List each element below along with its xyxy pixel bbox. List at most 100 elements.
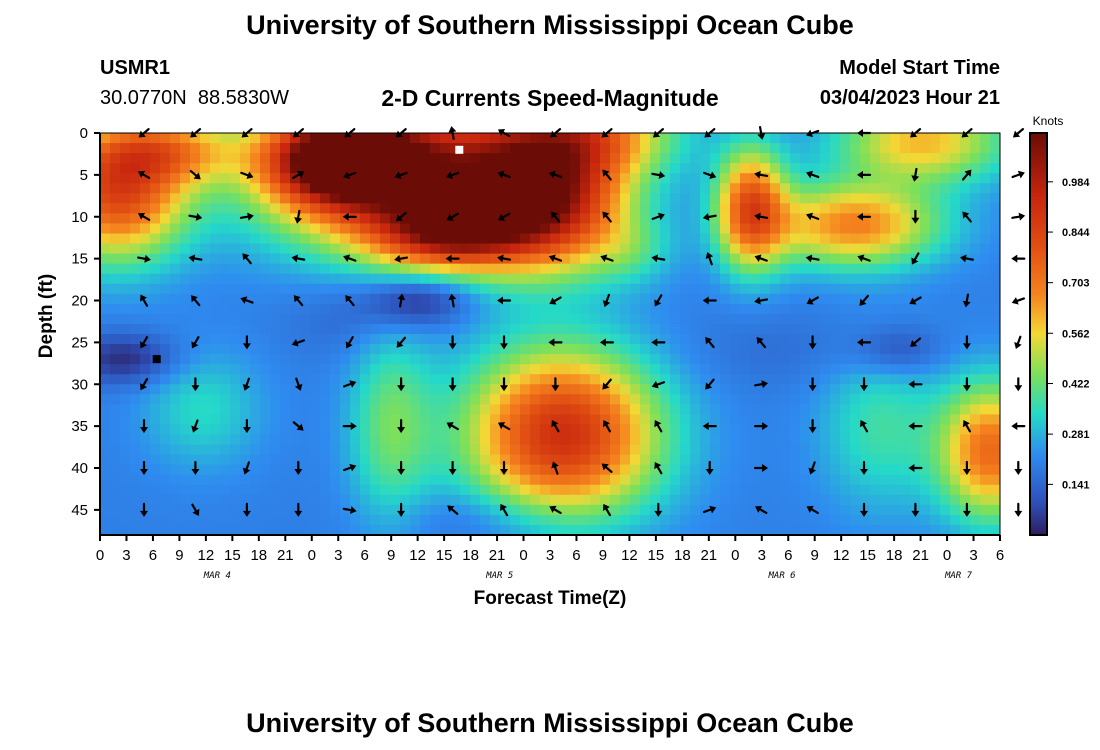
heatmap-cell: [540, 474, 551, 486]
current-arrow: [806, 212, 820, 221]
heatmap-cell: [330, 313, 341, 325]
current-arrow: [805, 254, 820, 263]
heatmap-cell: [950, 283, 961, 295]
heatmap-cell: [720, 474, 731, 486]
heatmap-cell: [610, 334, 621, 345]
heatmap-cell: [620, 364, 631, 375]
heatmap-cell: [350, 464, 361, 476]
heatmap-cell: [510, 253, 521, 265]
heatmap-cell: [270, 243, 281, 255]
heatmap-cell: [130, 293, 141, 305]
current-arrow: [702, 505, 717, 514]
heatmap-cell: [110, 293, 121, 305]
heatmap-cell: [970, 514, 981, 526]
heatmap-cell: [450, 273, 461, 285]
heatmap-cell: [670, 243, 681, 255]
heatmap-cell: [560, 253, 571, 265]
heatmap-cell: [940, 203, 951, 214]
heatmap-cell: [280, 424, 291, 436]
heatmap-cell: [280, 303, 291, 315]
heatmap-cell: [550, 524, 561, 535]
heatmap-cell: [590, 344, 601, 355]
heatmap-cell: [650, 233, 661, 245]
heatmap-cell: [630, 303, 641, 315]
heatmap-cell: [170, 474, 181, 486]
heatmap-cell: [890, 253, 901, 265]
heatmap-cell: [930, 223, 941, 235]
heatmap-cell: [500, 263, 511, 275]
heatmap-cell: [600, 143, 611, 154]
heatmap-cell: [500, 514, 511, 526]
heatmap-cell: [330, 133, 341, 144]
heatmap-cell: [890, 474, 901, 486]
heatmap-cell: [200, 364, 211, 375]
heatmap-cell: [990, 133, 1000, 144]
heatmap-cell: [950, 354, 961, 365]
heatmap-cell: [550, 143, 561, 154]
heatmap-cell: [210, 444, 221, 456]
heatmap-cell: [800, 504, 811, 516]
heatmap-cell: [860, 323, 871, 335]
heatmap-cell: [260, 173, 271, 184]
heatmap-cell: [210, 504, 221, 516]
heatmap-cell: [580, 404, 591, 415]
heatmap-cell: [970, 364, 981, 375]
heatmap-cell: [900, 263, 911, 275]
heatmap-cell: [620, 394, 631, 405]
heatmap-cell: [150, 223, 161, 235]
x-tick-label: 6: [149, 547, 157, 564]
heatmap-cell: [990, 354, 1000, 365]
heatmap-cell: [540, 354, 551, 365]
heatmap-cell: [340, 163, 351, 174]
current-arrow: [1011, 212, 1026, 221]
heatmap-cell: [450, 323, 461, 335]
heatmap-cell: [330, 484, 341, 496]
heatmap-cell: [250, 273, 261, 285]
heatmap-cell: [380, 253, 391, 265]
heatmap-cell: [360, 514, 371, 526]
heatmap-cell: [580, 133, 591, 144]
heatmap-cell: [430, 253, 441, 265]
heatmap-cell: [230, 454, 241, 466]
heatmap-cell: [830, 504, 841, 516]
heatmap-cell: [830, 514, 841, 526]
heatmap-cell: [350, 293, 361, 305]
heatmap-cell: [570, 223, 581, 235]
heatmap-cell: [560, 384, 571, 395]
heatmap-cell: [880, 514, 891, 526]
heatmap-cell: [860, 354, 871, 365]
heatmap-cell: [200, 253, 211, 265]
heatmap-cell: [260, 193, 271, 204]
heatmap-cell: [250, 313, 261, 325]
heatmap-cell: [200, 374, 211, 385]
heatmap-cell: [410, 484, 421, 496]
heatmap-cell: [280, 354, 291, 365]
heatmap-cell: [650, 484, 661, 496]
heatmap-cell: [110, 484, 121, 496]
heatmap-cell: [340, 374, 351, 385]
heatmap-cell: [170, 514, 181, 526]
heatmap-cell: [250, 404, 261, 415]
heatmap-cell: [530, 253, 541, 265]
heatmap-cell: [740, 163, 751, 174]
heatmap-cell: [460, 133, 471, 144]
heatmap-cell: [490, 293, 501, 305]
heatmap-cell: [510, 273, 521, 285]
heatmap-cell: [930, 334, 941, 345]
heatmap-cell: [990, 183, 1000, 194]
heatmap-cell: [850, 384, 861, 395]
heatmap-cell: [220, 173, 231, 184]
heatmap-cell: [600, 323, 611, 335]
heatmap-cell: [170, 293, 181, 305]
heatmap-cell: [350, 494, 361, 506]
heatmap-cell: [510, 334, 521, 345]
current-arrow: [136, 254, 151, 263]
heatmap-cell: [960, 193, 971, 204]
heatmap-cell: [970, 313, 981, 325]
heatmap-cell: [690, 133, 701, 144]
heatmap-cell: [540, 514, 551, 526]
heatmap-cell: [220, 364, 231, 375]
heatmap-cell: [960, 474, 971, 486]
heatmap-cell: [480, 334, 491, 345]
heatmap-cell: [430, 354, 441, 365]
